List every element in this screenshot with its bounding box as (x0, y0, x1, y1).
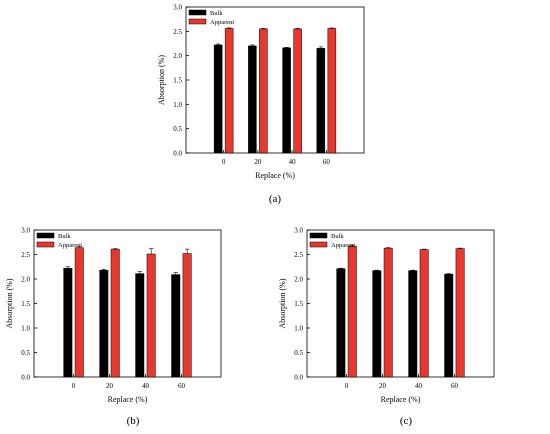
legend-swatch-apparent (36, 241, 55, 248)
x-tick-label: 20 (106, 382, 114, 390)
chart-panel-2: 0.0 0.5 1.0 1.5 2.0 2.5 3.0 0 20 40 60 Bulk Apparent… (278, 227, 495, 404)
bar-apparent (383, 247, 393, 378)
x-tick-label: 40 (289, 158, 297, 166)
legend-label-apparent: Apparent (210, 19, 234, 26)
y-tick-label: 3.0 (21, 227, 30, 235)
legend-swatch-bulk (188, 9, 207, 16)
bar-bulk (248, 45, 257, 154)
y-tick-label: 0.0 (294, 374, 303, 382)
y-tick-label: 1.5 (294, 300, 303, 308)
x-axis-title: Replace (%) (255, 171, 295, 180)
bar-apparent (146, 253, 156, 378)
legend-label-bulk: Bulk (58, 233, 71, 240)
legend-label-apparent: Apparent (331, 242, 355, 249)
y-tick-label: 2.0 (21, 276, 30, 284)
bar-bulk (213, 44, 223, 154)
bar-apparent (224, 28, 234, 154)
bar-bulk (336, 268, 346, 378)
x-tick-label: 20 (379, 382, 387, 390)
legend-label-bulk: Bulk (210, 10, 223, 17)
y-tick-label: 3.0 (173, 4, 182, 12)
bar-apparent (182, 253, 192, 378)
plot-frame (185, 6, 365, 154)
y-tick-label: 0.5 (294, 349, 303, 357)
x-tick-label: 20 (254, 158, 262, 166)
bar-apparent (74, 247, 84, 378)
y-tick-label: 3.0 (294, 227, 303, 235)
y-tick-label: 2.5 (21, 251, 30, 259)
legend-swatch-bulk (309, 232, 328, 239)
x-tick-label: 60 (178, 382, 186, 390)
legend-swatch-bulk (36, 232, 55, 239)
bar-bulk (444, 273, 454, 378)
bar-apparent (327, 28, 337, 154)
bar-apparent (419, 249, 429, 378)
plot-frame (33, 229, 222, 378)
bar-apparent (259, 28, 268, 154)
y-tick-label: 1.0 (294, 325, 303, 333)
bar-apparent (347, 245, 357, 378)
plot-frame (306, 229, 495, 378)
caption-a: (a) (268, 193, 282, 205)
legend-swatch-apparent (188, 18, 207, 25)
x-tick-label: 0 (72, 382, 76, 390)
y-tick-label: 0.5 (21, 349, 30, 357)
y-tick-label: 0.0 (173, 150, 182, 158)
bar-apparent (455, 248, 465, 378)
x-tick-label: 60 (323, 158, 331, 166)
x-tick-label: 0 (222, 158, 226, 166)
bar-bulk (372, 270, 382, 378)
caption-c: (c) (399, 415, 413, 427)
legend-label-apparent: Apparent (58, 242, 82, 249)
bar-bulk (282, 47, 291, 154)
caption-b: (b) (126, 415, 140, 427)
x-tick-label: 60 (451, 382, 459, 390)
bar-bulk (135, 273, 145, 378)
bar-bulk (63, 267, 73, 378)
legend-label-bulk: Bulk (331, 233, 344, 240)
x-tick-label: 40 (415, 382, 423, 390)
y-tick-label: 2.5 (294, 251, 303, 259)
y-tick-label: 0.0 (21, 374, 30, 382)
y-axis-title: Absorption (%) (5, 278, 14, 328)
y-axis-title: Absorption (%) (157, 55, 166, 105)
bar-bulk (408, 270, 418, 378)
y-tick-label: 2.0 (294, 276, 303, 284)
y-tick-label: 2.0 (173, 52, 182, 60)
y-tick-label: 1.0 (173, 101, 182, 109)
bar-bulk (171, 274, 181, 378)
x-axis-title: Replace (%) (108, 395, 148, 404)
chart-panel-1: 0.0 0.5 1.0 1.5 2.0 2.5 3.0 0 20 40 60 Bulk Apparent… (5, 227, 222, 404)
y-tick-label: 2.5 (173, 28, 182, 36)
y-tick-label: 1.0 (21, 325, 30, 333)
bar-apparent (110, 248, 120, 378)
x-axis-title: Replace (%) (381, 395, 421, 404)
x-tick-label: 0 (345, 382, 349, 390)
bar-bulk (316, 48, 326, 154)
x-tick-label: 40 (142, 382, 150, 390)
bar-apparent (293, 28, 302, 154)
y-tick-label: 0.5 (173, 125, 182, 133)
chart-panel-0: 0.0 0.5 1.0 1.5 2.0 2.5 3.0 0 20 40 60 Bulk Apparent… (157, 4, 365, 180)
y-tick-label: 1.5 (173, 77, 182, 85)
y-tick-label: 1.5 (21, 300, 30, 308)
y-axis-title: Absorption (%) (278, 278, 287, 328)
legend-swatch-apparent (309, 241, 328, 248)
bar-bulk (99, 269, 109, 378)
